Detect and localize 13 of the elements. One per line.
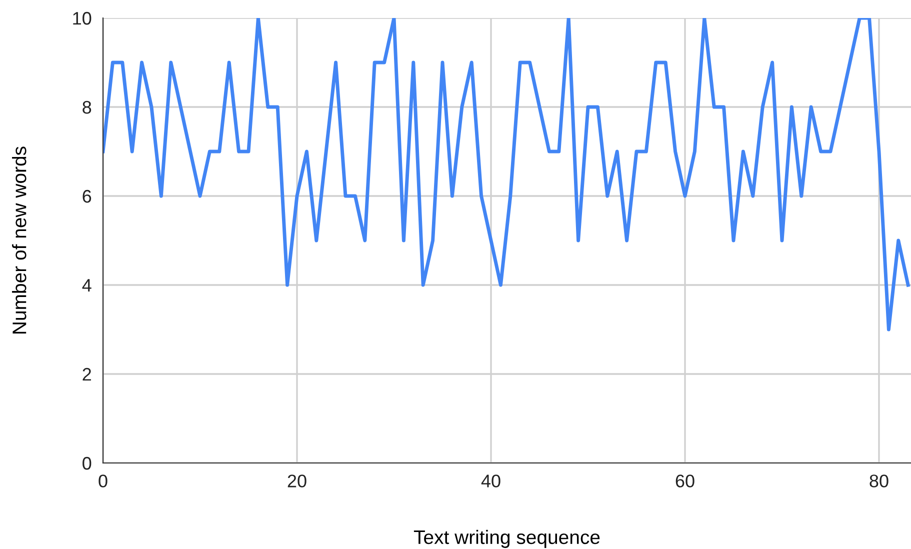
x-tick-label: 40 (481, 474, 500, 488)
y-axis-title: Number of new words (12, 146, 26, 334)
y-tick-label: 8 (82, 100, 92, 114)
x-tick-label: 60 (676, 474, 694, 488)
x-tick-label: 80 (870, 474, 888, 488)
x-tick-label: 0 (98, 474, 108, 488)
x-axis-title: Text writing sequence (414, 530, 600, 548)
x-tick-label: 20 (288, 474, 306, 488)
y-tick-label: 2 (82, 368, 91, 381)
y-tick-label: 0 (82, 456, 92, 470)
y-tick-label: 10 (73, 12, 92, 25)
y-tick-label: 6 (82, 190, 92, 203)
y-tick-label: 4 (82, 279, 92, 292)
